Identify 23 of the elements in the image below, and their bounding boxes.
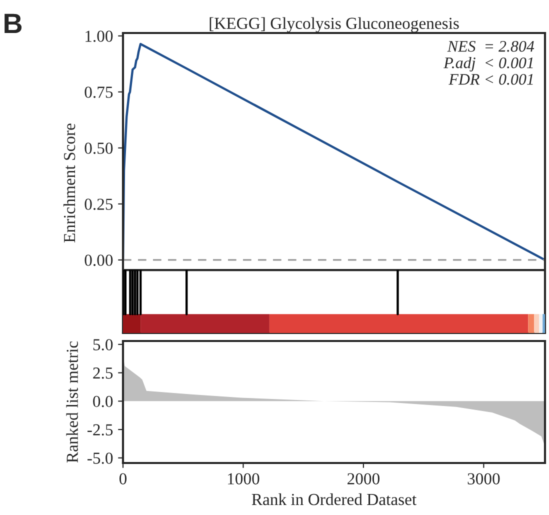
text: B (4, 14, 22, 34)
y-tick-label: 1.00 (86, 30, 113, 42)
y-tick-label: 0.75 (84, 86, 113, 98)
chart-title: [KEGG] Glycolysis Gluconeogenesis (210, 17, 459, 32)
y-tick-label: -2.5 (88, 424, 113, 436)
y-tick-label: 2.5 (93, 368, 113, 379)
x-tick-label: 1000 (228, 473, 260, 484)
y-tick-label: -5.0 (88, 452, 113, 464)
y-tick-label: 5.0 (93, 339, 113, 350)
y-tick-label: 0.25 (84, 198, 113, 210)
line-series (123, 42, 545, 262)
x-axis-title: Rank in Ordered Dataset (252, 493, 417, 506)
x-tick-label: 2000 (348, 473, 380, 484)
y-tick-label: 0.00 (84, 254, 113, 266)
y-tick-label: 0.0 (93, 396, 113, 408)
x-tick-label: 3000 (468, 473, 500, 484)
y-axis-title: Enrichment Score (63, 124, 76, 242)
y-tick-label: 0.50 (84, 142, 113, 154)
annotation: P.adj < 0.001 (444, 57, 533, 72)
x-tick-label: 0 (119, 473, 127, 484)
annotation: FDR < 0.001 (448, 74, 533, 85)
y-axis-title: Ranked list metric (66, 341, 78, 463)
annotation: NES = 2.804 (447, 40, 534, 52)
